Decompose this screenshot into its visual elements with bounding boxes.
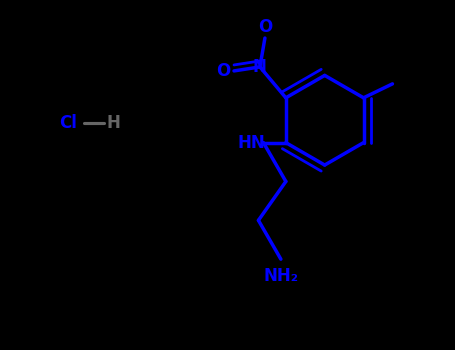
Text: Cl: Cl xyxy=(59,114,77,132)
Text: O: O xyxy=(258,18,272,36)
Text: HN: HN xyxy=(237,134,265,152)
Text: H: H xyxy=(107,114,121,132)
Text: N: N xyxy=(253,58,267,76)
Text: NH₂: NH₂ xyxy=(263,267,298,285)
Text: O: O xyxy=(216,62,230,80)
